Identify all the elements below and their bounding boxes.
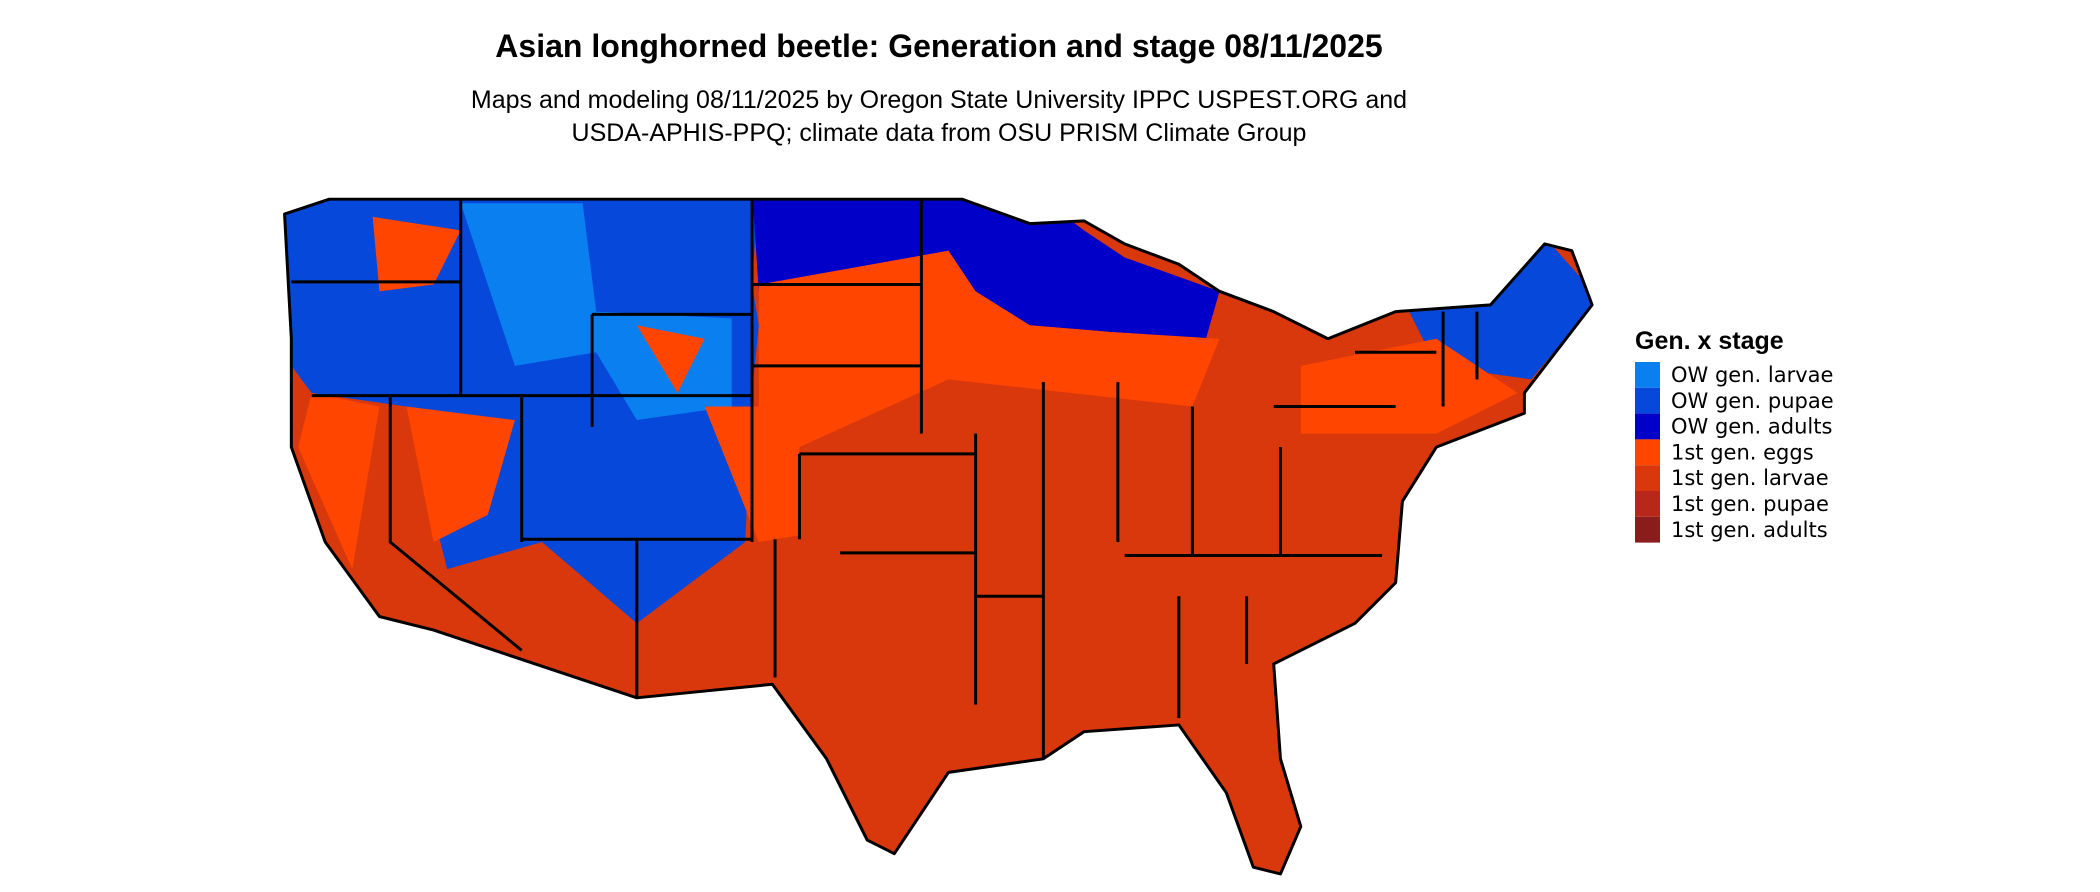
legend-swatch	[1635, 516, 1660, 543]
state-borders	[291, 199, 1479, 759]
legend-swatch	[1635, 413, 1660, 440]
legend-label: 1st gen. adults	[1671, 518, 1828, 542]
legend-label: 1st gen. pupae	[1671, 492, 1829, 516]
legend-label: 1st gen. larvae	[1671, 466, 1829, 490]
legend-swatch	[1635, 362, 1660, 388]
legend-swatch	[1635, 387, 1660, 414]
subtitle: Maps and modeling 08/11/2025 by Oregon S…	[471, 86, 1407, 114]
country-border	[283, 197, 1594, 876]
subtitle: USDA-APHIS-PPQ; climate data from OSU PR…	[572, 119, 1307, 147]
title: Asian longhorned beetle: Generation and …	[495, 28, 1382, 64]
legend-swatch	[1635, 465, 1660, 491]
region-fill	[1409, 237, 1593, 380]
region-fill	[298, 216, 705, 570]
legend-label: OW gen. pupae	[1671, 389, 1834, 413]
legend-title: Gen. x stage	[1635, 327, 1784, 355]
region-fill	[284, 199, 759, 624]
legend-swatch	[1635, 491, 1660, 517]
legend-swatch	[1635, 439, 1660, 466]
region-fill	[704, 250, 1518, 543]
region-fill	[752, 199, 1220, 339]
legend-label: OW gen. adults	[1671, 415, 1832, 439]
legend-label: OW gen. larvae	[1671, 363, 1833, 387]
legend-label: 1st gen. eggs	[1671, 440, 1814, 464]
